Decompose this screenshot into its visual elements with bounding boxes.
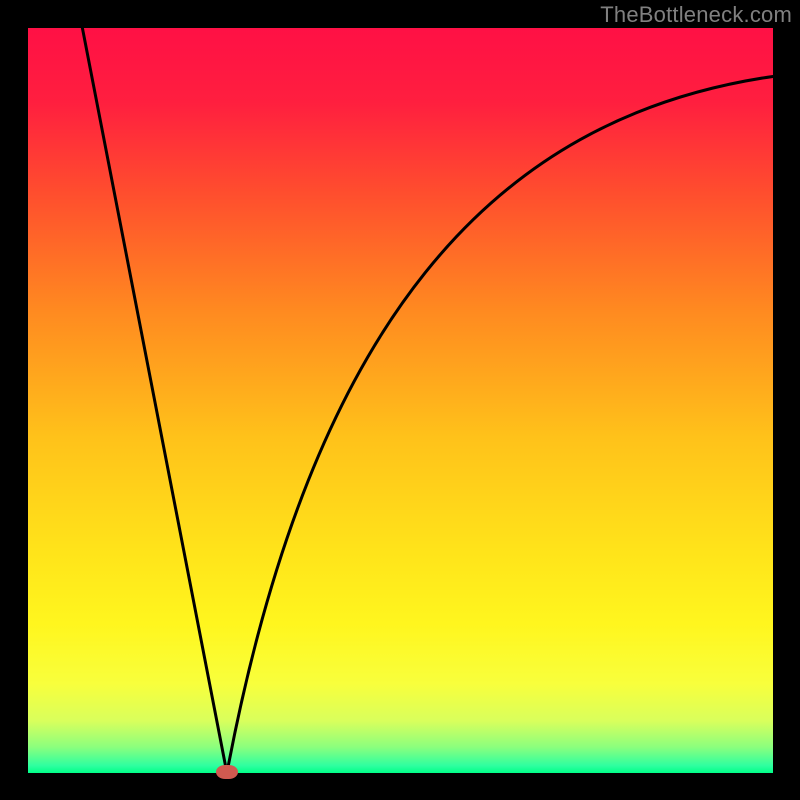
chart-curve-layer	[28, 28, 773, 773]
bottleneck-curve	[82, 28, 773, 773]
attribution-label: TheBottleneck.com	[600, 2, 792, 28]
optimal-point-marker	[216, 765, 238, 779]
chart-plot-area	[28, 28, 773, 773]
